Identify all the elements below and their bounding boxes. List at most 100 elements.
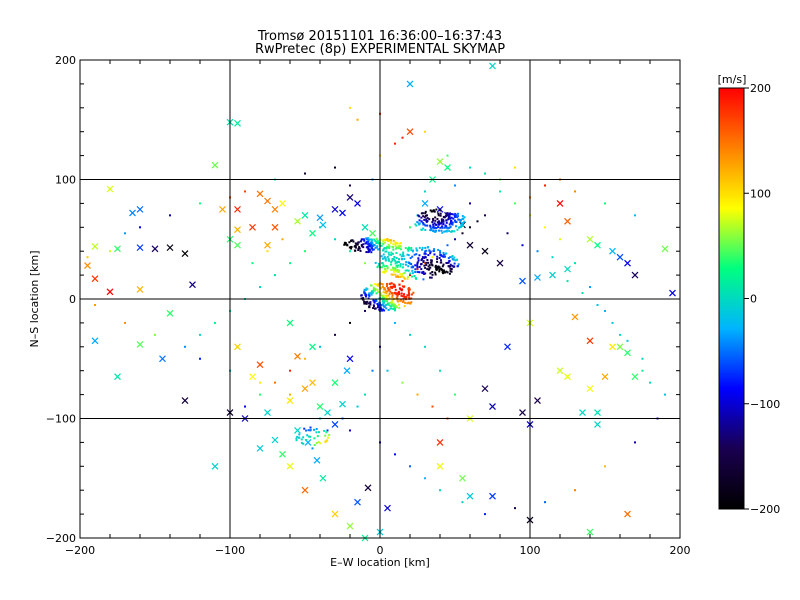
scatter-point [439,214,442,217]
scatter-point [420,212,423,215]
scatter-point [459,220,462,223]
scatter-point [556,199,564,207]
scatter-point [624,349,631,357]
scatter-point [324,434,327,437]
scatter-point [449,263,452,266]
scatter-point [413,274,416,277]
scatter-point [453,214,456,217]
scatter-point [379,292,382,295]
scatter-point [436,462,444,470]
scatter-point [184,345,186,348]
scatter-point [365,242,368,245]
scatter-point [661,245,669,253]
scatter-point [303,427,306,430]
scatter-point [406,248,409,251]
scatter-point [390,305,393,308]
scatter-point [449,222,452,225]
scatter-point [463,220,466,223]
scatter-point [407,249,410,252]
scatter-point [392,258,395,261]
x-marker-stroke [346,194,354,201]
x-marker-stroke [136,340,144,348]
scatter-point [392,270,395,273]
x-marker-stroke [331,379,339,387]
scatter-point [375,299,378,302]
scatter-point [397,276,400,279]
scatter-point [544,184,546,187]
scatter-point [604,465,606,468]
scatter-point [378,283,381,286]
scatter-point [373,288,376,291]
scatter-point [446,154,449,157]
scatter-point [349,106,351,109]
chart-subtitle: RwPretec (8p) EXPERIMENTAL SKYMAP [255,42,505,57]
scatter-point [469,226,471,229]
scatter-point [439,226,442,229]
scatter-point [457,263,460,266]
scatter-point [391,252,394,255]
scatter-point [594,421,601,428]
x-marker-stroke [271,436,279,444]
x-marker-stroke [564,265,571,273]
scatter-point [396,295,399,298]
scatter-point [418,271,421,274]
scatter-point [397,264,400,267]
scatter-point [409,274,411,277]
scatter-point [124,232,126,235]
scatter-point [361,245,364,248]
scatter-point [424,246,427,249]
scatter-point [405,261,408,264]
scatter-point [521,244,524,247]
scatter-point [356,243,359,246]
x-marker-stroke [91,275,99,283]
scatter-point [364,309,366,312]
scatter-point [421,256,424,259]
scatter-point [424,228,427,231]
scatter-point [616,253,624,261]
x-marker-stroke [159,355,166,363]
scatter-point [289,369,291,372]
scatter-point [387,251,390,254]
scatter-point [343,367,351,375]
scatter-point [450,268,453,271]
scatter-point [382,239,385,242]
scatter-point [425,218,428,221]
x-marker-stroke [313,456,321,464]
scatter-point [403,305,406,308]
scatter-point [433,210,436,213]
scatter-point [440,261,443,264]
scatter-point [389,290,392,293]
scatter-point [366,300,369,303]
scatter-point [401,280,404,283]
scatter-point [368,249,371,252]
x-marker-stroke [346,522,354,530]
scatter-point [424,130,426,133]
scatter-point [399,248,402,251]
x-marker-stroke [549,271,556,279]
scatter-point [352,240,355,243]
scatter-point [234,343,241,351]
scatter-point [544,226,546,229]
scatter-point [447,216,450,219]
scatter-point [438,229,441,232]
scatter-point [386,290,389,293]
scatter-point [381,271,384,274]
scatter-point [356,405,359,408]
scatter-point [388,297,391,300]
colorbar-tick-label: 200 [750,82,771,95]
scatter-point [357,247,360,250]
scatter-point [313,428,316,431]
scatter-point [408,262,411,265]
scatter-point [394,288,397,291]
scatter-point [189,281,196,289]
scatter-point [439,369,441,372]
scatter-point [271,223,279,231]
scatter-point [358,246,361,249]
scatter-point [381,286,384,289]
scatter-point [422,260,425,263]
scatter-point [256,190,264,198]
x-marker-stroke [384,504,391,512]
x-marker-stroke [294,352,301,360]
scatter-point [375,283,378,286]
scatter-point [382,296,385,299]
